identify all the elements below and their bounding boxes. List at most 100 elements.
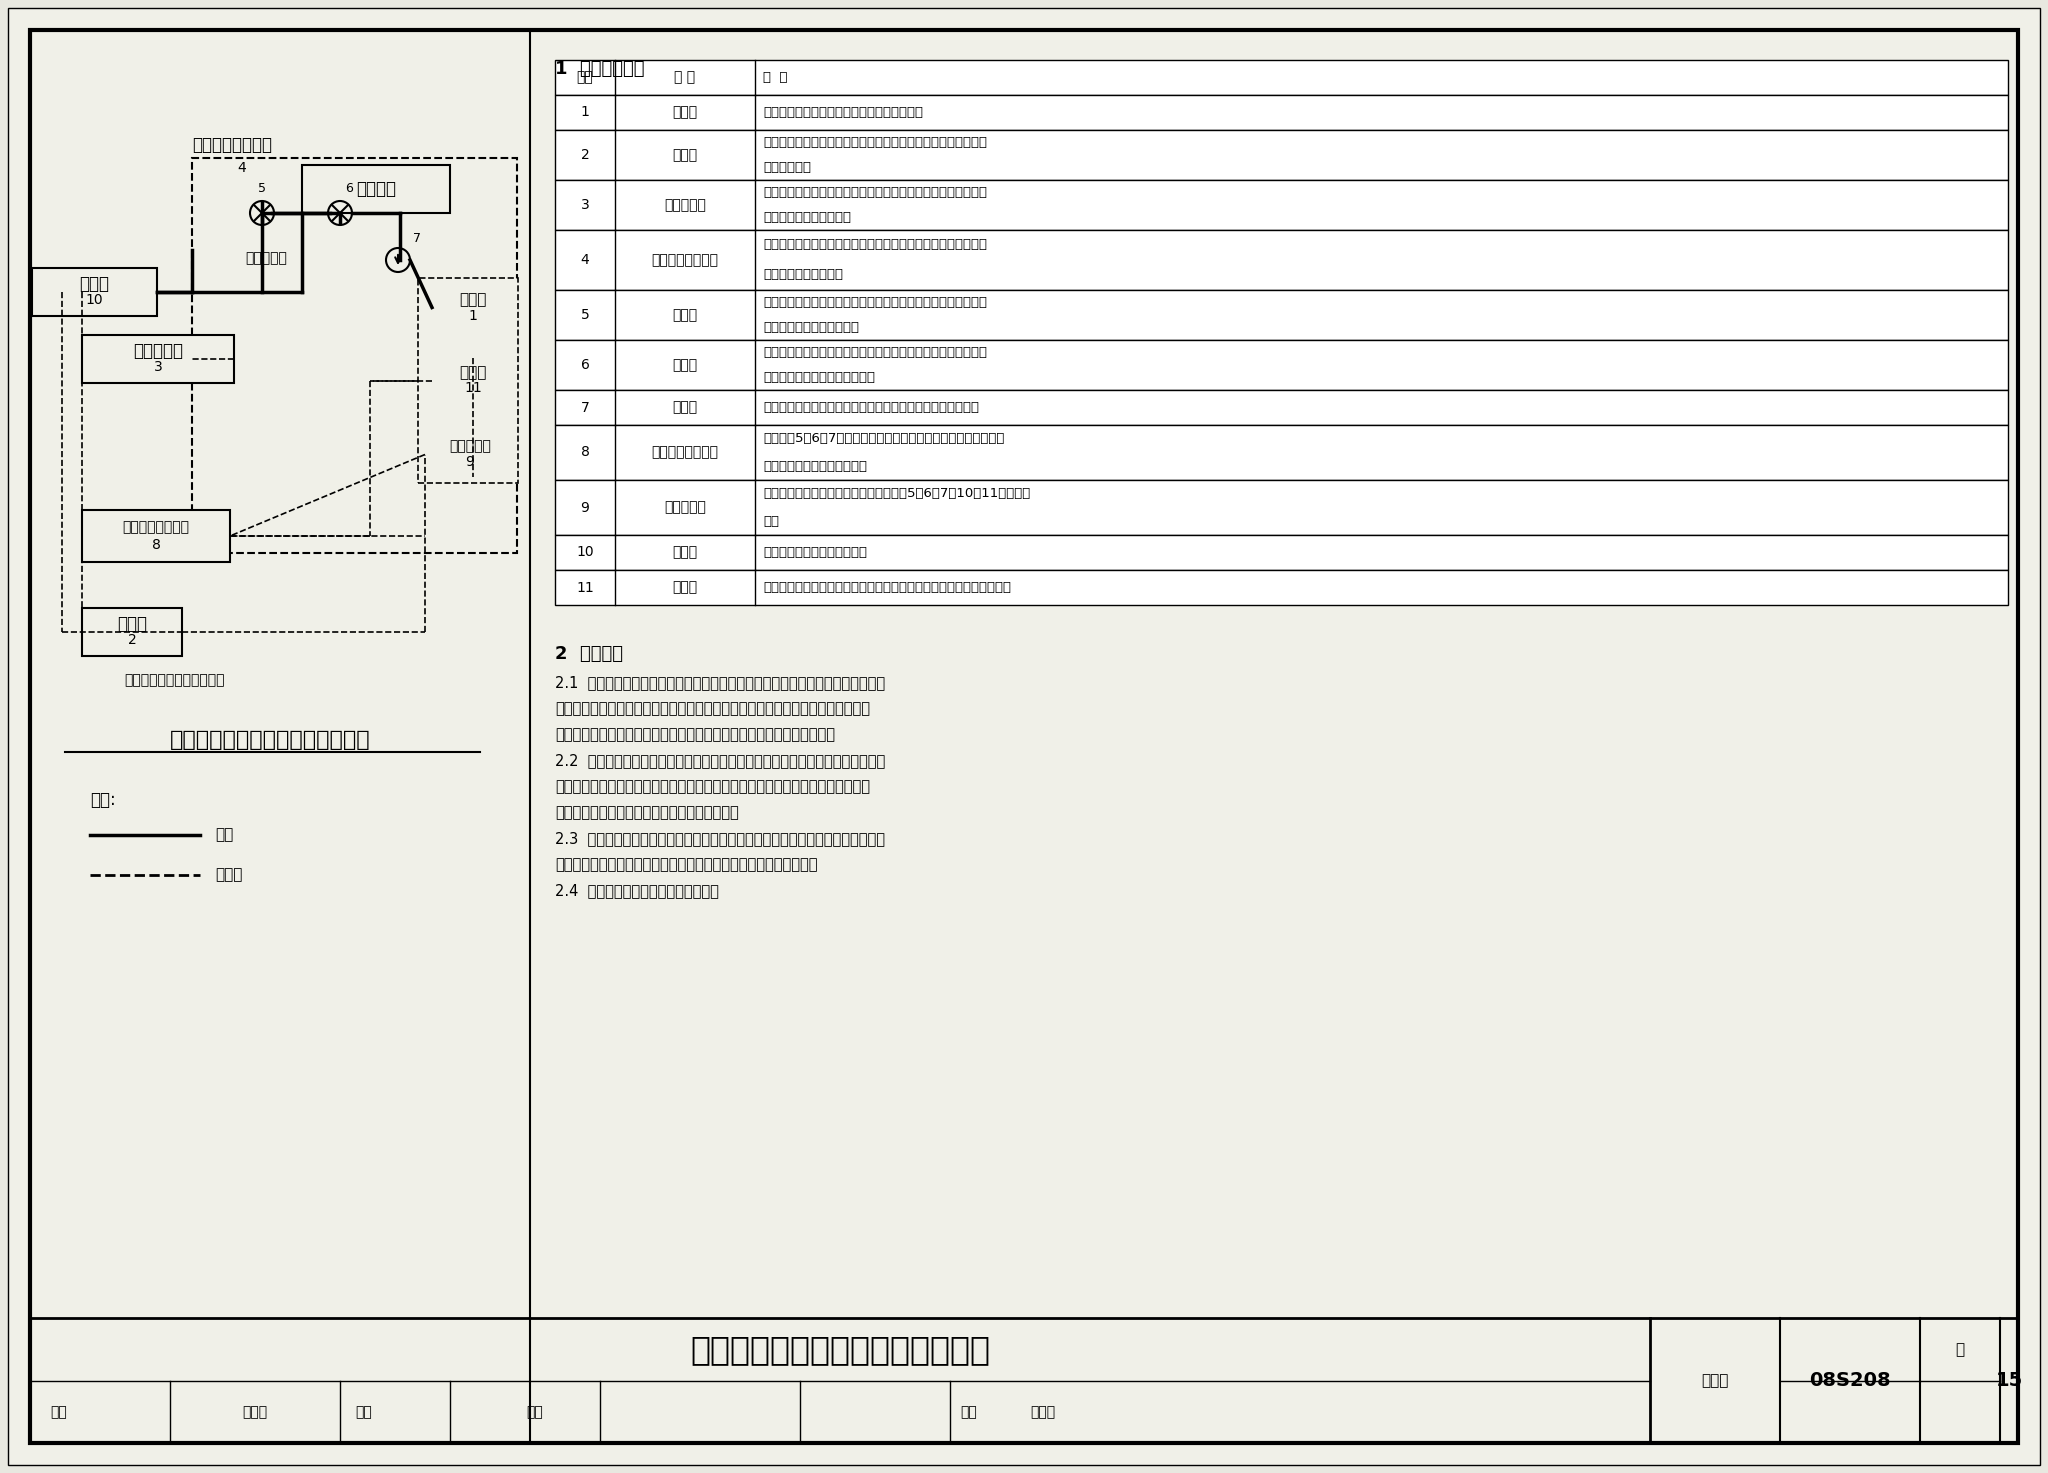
Text: 供灭火剂灭火。通过设于消防值班室的消防炮电控器对泡沫炮进行远控。: 供灭火剂灭火。通过设于消防值班室的消防炮电控器对泡沫炮进行远控。	[555, 728, 836, 742]
Text: 图例:: 图例:	[90, 791, 117, 809]
Text: 1: 1	[469, 308, 477, 323]
Text: 功能: 功能	[764, 514, 778, 527]
Text: 11: 11	[465, 382, 481, 395]
Text: 电动阀门控制装置: 电动阀门控制装置	[651, 445, 719, 460]
Text: 1  主要设备功能: 1 主要设备功能	[555, 60, 645, 78]
Bar	[193, 158, 516, 552]
Text: 比例混合器: 比例混合器	[246, 250, 287, 265]
Bar	[555, 340, 2007, 390]
Text: 校对: 校对	[354, 1405, 373, 1418]
Text: 泡沫比例混合装置: 泡沫比例混合装置	[651, 253, 719, 267]
Text: 2: 2	[127, 633, 137, 647]
Text: 水管: 水管	[215, 828, 233, 843]
Text: 2: 2	[582, 147, 590, 162]
Text: 出液阀: 出液阀	[672, 358, 698, 373]
Text: 压力贮罐: 压力贮罐	[356, 180, 395, 197]
Bar	[82, 334, 233, 383]
Text: 液动式远控消防泡沫炮控制示意图: 液动式远控消防泡沫炮控制示意图	[690, 1333, 989, 1365]
Bar	[555, 426, 2007, 480]
Text: 液压器: 液压器	[672, 580, 698, 595]
Text: 2  控制方式: 2 控制方式	[555, 645, 623, 663]
Text: 王世杰: 王世杰	[1030, 1405, 1055, 1418]
Text: 10: 10	[86, 293, 102, 306]
Bar	[555, 480, 2007, 535]
Bar	[555, 570, 2007, 605]
Text: 用于供给消防炮系统灭火用泡沫混合液，是将水与泡沫液缩液按: 用于供给消防炮系统灭火用泡沫混合液，是将水与泡沫液缩液按	[764, 239, 987, 252]
Bar	[555, 60, 2007, 94]
Bar	[82, 608, 182, 655]
Bar	[432, 358, 514, 404]
Text: 供灭火剂灭火。通过遥控盒对泡沫炮进行遥控。: 供灭火剂灭火。通过遥控盒对泡沫炮进行遥控。	[555, 806, 739, 820]
Text: 通过液压油、液压泵及控制油路对炮的姿态、喷水方式进行控制的设备: 通过液压油、液压泵及控制油路对炮的姿态、喷水方式进行控制的设备	[764, 580, 1012, 594]
Text: 1: 1	[580, 106, 590, 119]
Text: 无线遥控器: 无线遥控器	[133, 342, 182, 359]
Text: 7: 7	[582, 401, 590, 414]
Text: 8: 8	[152, 538, 160, 552]
Text: 电动阀: 电动阀	[672, 401, 698, 414]
Bar	[555, 290, 2007, 340]
Text: 电动阀门控制装置: 电动阀门控制装置	[123, 520, 190, 535]
Text: 常闭，仅在供泡沫液时打开: 常闭，仅在供泡沫液时打开	[764, 321, 858, 334]
Text: 8: 8	[580, 445, 590, 460]
Text: 用于控制消防炮的灭火剂供应，平时常闭，消防炮工作时打开: 用于控制消防炮的灭火剂供应，平时常闭，消防炮工作时打开	[764, 401, 979, 414]
Text: 功  能: 功 能	[764, 71, 788, 84]
Text: 9: 9	[580, 501, 590, 514]
Text: 用于供给消防炮系统灭火用水: 用于供给消防炮系统灭火用水	[764, 546, 866, 558]
Text: 审核: 审核	[49, 1405, 68, 1418]
Text: 页: 页	[1956, 1342, 1964, 1357]
Text: 消防泵: 消防泵	[80, 275, 109, 293]
Bar	[301, 165, 451, 214]
Text: 10: 10	[575, 545, 594, 560]
Bar	[555, 130, 2007, 180]
Text: （设于消防值班室总控盘）: （设于消防值班室总控盘）	[125, 673, 225, 686]
Text: 由液压控制器设备控制工作姿态的泡沫消防炮: 由液压控制器设备控制工作姿态的泡沫消防炮	[764, 106, 924, 119]
Bar	[426, 432, 514, 477]
Text: 液压器: 液压器	[459, 365, 487, 380]
Text: 泡沫炮: 泡沫炮	[459, 292, 487, 306]
Text: 7: 7	[414, 233, 422, 245]
Text: 11: 11	[575, 580, 594, 595]
Text: 编号: 编号	[578, 71, 594, 84]
Text: 15: 15	[1995, 1371, 2023, 1391]
Text: 电控器: 电控器	[117, 616, 147, 633]
Text: 置现场，也可设于消防值班室: 置现场，也可设于消防值班室	[764, 460, 866, 473]
Bar	[555, 94, 2007, 130]
Text: 消防值班室内: 消防值班室内	[764, 161, 811, 174]
Bar	[432, 284, 514, 330]
Text: 用于阀门5、6、7供电与启闭控制，一般设于泡沫比例混合装置设: 用于阀门5、6、7供电与启闭控制，一般设于泡沫比例混合装置设	[764, 432, 1004, 445]
Text: 4: 4	[582, 253, 590, 267]
Text: 4: 4	[238, 161, 246, 175]
Text: 3: 3	[582, 197, 590, 212]
Bar	[82, 510, 229, 563]
Text: 消防炮控制台，上设操纵杆控制消防炮的工作姿态；该设备设于: 消防炮控制台，上设操纵杆控制消防炮的工作姿态；该设备设于	[764, 136, 987, 149]
Text: 消防泵: 消防泵	[672, 545, 698, 560]
Text: 联动控制盒: 联动控制盒	[664, 501, 707, 514]
Text: 照规定比例混合的装置: 照规定比例混合的装置	[764, 268, 844, 281]
Text: 泡沫炮: 泡沫炮	[672, 106, 698, 119]
Text: 名 称: 名 称	[674, 71, 696, 84]
Text: 进水阀: 进水阀	[672, 308, 698, 323]
Text: 2.2  遥控控制：发生火灾后，火灾探测系统报警，由消防控制中心手动启动泡沫炮: 2.2 遥控控制：发生火灾后，火灾探测系统报警，由消防控制中心手动启动泡沫炮	[555, 753, 885, 767]
Text: 设计: 设计	[961, 1405, 977, 1418]
Text: 2.3  就地控制：发生火灾后，在火灾现场，通过联动控制盒启动消防炮控制阀及其: 2.3 就地控制：发生火灾后，在火灾现场，通过联动控制盒启动消防炮控制阀及其	[555, 831, 885, 846]
Text: 戚晓专: 戚晓专	[242, 1405, 268, 1418]
Text: 2.1  远程控制：发生火灾后，火灾探测系统报警，由消防控制中心手动启动泡沫炮: 2.1 远程控制：发生火灾后，火灾探测系统报警，由消防控制中心手动启动泡沫炮	[555, 675, 885, 689]
Text: 控制线: 控制线	[215, 868, 242, 882]
Text: 5: 5	[258, 183, 266, 194]
Text: 场远距离无线遥控消防炮: 场远距离无线遥控消防炮	[764, 211, 852, 224]
Text: 5: 5	[582, 308, 590, 323]
Text: 无线遥控器: 无线遥控器	[664, 197, 707, 212]
Bar	[555, 180, 2007, 230]
Text: 泡沫比例混合装置: 泡沫比例混合装置	[193, 136, 272, 155]
Text: 前的消防炮控制阀及消防泵，同时打开相应泡沫液罐上的进水、出液电动控制阀，: 前的消防炮控制阀及消防泵，同时打开相应泡沫液罐上的进水、出液电动控制阀，	[555, 779, 870, 794]
Text: 他相关设备，供灭火剂灭火。消防炮可通过现场人员手动就地控制。: 他相关设备，供灭火剂灭火。消防炮可通过现场人员手动就地控制。	[555, 857, 817, 872]
Text: 用于现场紧急开启消防炮，具有联锁启动5、6、7、10、11号设备的: 用于现场紧急开启消防炮，具有联锁启动5、6、7、10、11号设备的	[764, 488, 1030, 501]
Bar	[33, 268, 158, 317]
Bar	[418, 278, 518, 483]
Text: 设于贮罐压力式泡沫比例混合装置上的引入高压水的阀门，平时: 设于贮罐压力式泡沫比例混合装置上的引入高压水的阀门，平时	[764, 296, 987, 309]
Text: 平时常闭，仅在供泡沫液时打开: 平时常闭，仅在供泡沫液时打开	[764, 371, 874, 384]
Bar	[555, 535, 2007, 570]
Text: 08S208: 08S208	[1808, 1371, 1890, 1391]
Text: 联动控制盒: 联动控制盒	[449, 439, 492, 454]
Text: 设于贮罐压力式泡沫比例混合装置上的引出泡沫浓缩液的阀门，: 设于贮罐压力式泡沫比例混合装置上的引出泡沫浓缩液的阀门，	[764, 346, 987, 359]
